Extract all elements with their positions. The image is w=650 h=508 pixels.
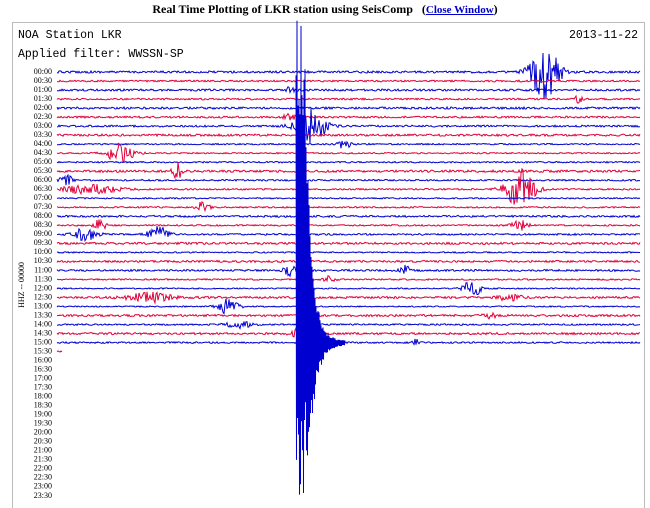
trace (56, 311, 641, 320)
time-label: 14:30 (34, 328, 52, 337)
time-label: 09:00 (34, 229, 52, 238)
time-label: 07:30 (34, 202, 52, 211)
time-label: 06:30 (34, 184, 52, 193)
time-label: 11:00 (34, 265, 52, 274)
time-label: 20:30 (34, 437, 52, 446)
trace (56, 112, 641, 121)
time-label: 00:30 (34, 76, 52, 85)
trace (56, 214, 641, 219)
trace (56, 167, 641, 205)
trace (57, 275, 641, 283)
time-label: 04:30 (34, 148, 52, 157)
time-label: 02:00 (34, 103, 52, 112)
filter-label: Applied filter: WWSSN-SP (18, 48, 184, 61)
time-label: 13:00 (34, 301, 52, 310)
time-label: 18:00 (34, 392, 52, 401)
trace (56, 107, 640, 144)
trace (56, 105, 641, 111)
trace (56, 52, 641, 100)
trace (56, 173, 641, 186)
time-label: 12:30 (34, 292, 52, 301)
trace (56, 338, 641, 346)
link-close: ) (493, 2, 498, 16)
station-label: NOA Station LKR (18, 29, 122, 42)
time-label: 02:30 (34, 112, 52, 121)
time-label: 05:30 (34, 166, 52, 175)
time-label: 15:30 (34, 346, 52, 355)
time-label: 22:30 (34, 473, 52, 482)
trace (56, 162, 641, 180)
time-label: 15:00 (34, 337, 52, 346)
time-label: 09:30 (34, 238, 52, 247)
title-bar: Real Time Plotting of LKR station using … (0, 2, 650, 17)
time-label: 13:30 (34, 310, 52, 319)
time-label: 01:00 (34, 85, 52, 94)
time-label: 19:30 (34, 419, 52, 428)
time-label: 08:00 (34, 211, 52, 220)
time-label: 17:30 (34, 383, 52, 392)
trace (56, 298, 641, 315)
time-label: 08:30 (34, 220, 52, 229)
date-label: 2013-11-22 (569, 29, 638, 42)
time-label: 10:00 (34, 247, 52, 256)
time-label: 03:00 (34, 121, 52, 130)
trace (56, 218, 641, 231)
trace (56, 264, 641, 278)
trace (56, 200, 641, 213)
time-label: 20:00 (34, 428, 52, 437)
time-label: 19:00 (34, 410, 52, 419)
trace (56, 94, 641, 104)
channel-label: HHZ -- 00000 (17, 262, 26, 308)
time-label: 07:00 (34, 193, 52, 202)
time-label: 14:00 (34, 319, 52, 328)
trace (56, 160, 641, 164)
trace (56, 142, 641, 163)
trace (56, 251, 641, 254)
trace (56, 196, 641, 200)
trace (56, 241, 641, 246)
time-label: 05:00 (34, 157, 52, 166)
time-label: 18:30 (34, 401, 52, 410)
time-label: 16:00 (34, 355, 52, 364)
time-label: 03:30 (34, 130, 52, 139)
time-label: 22:00 (34, 464, 52, 473)
time-label: 11:30 (34, 274, 52, 283)
title: Real Time Plotting of LKR station using … (152, 2, 413, 16)
trace (56, 350, 63, 353)
time-label: 17:00 (34, 374, 52, 383)
time-label: 04:00 (34, 139, 52, 148)
trace (56, 291, 641, 305)
time-label: 21:00 (34, 446, 52, 455)
time-label: 00:00 (34, 67, 52, 76)
trace (56, 133, 641, 138)
trace (56, 325, 641, 341)
time-label: 01:30 (34, 94, 52, 103)
time-label: 10:30 (34, 256, 52, 265)
time-label: 16:30 (34, 364, 52, 373)
time-label: 06:00 (34, 175, 52, 184)
time-label: 23:00 (34, 482, 52, 491)
time-label: 23:30 (34, 491, 52, 500)
trace (57, 86, 641, 94)
traces (56, 20, 641, 495)
trace (57, 140, 641, 149)
trace (56, 282, 641, 296)
trace (56, 321, 641, 331)
close-window-link[interactable]: Close Window (425, 4, 494, 16)
link-open: ( (421, 2, 426, 16)
plot-border (12, 22, 645, 508)
time-label: 21:30 (34, 455, 52, 464)
trace (56, 79, 641, 83)
time-label: 12:00 (34, 283, 52, 292)
large-event (295, 20, 346, 495)
trace (56, 259, 641, 264)
trace (56, 226, 641, 242)
